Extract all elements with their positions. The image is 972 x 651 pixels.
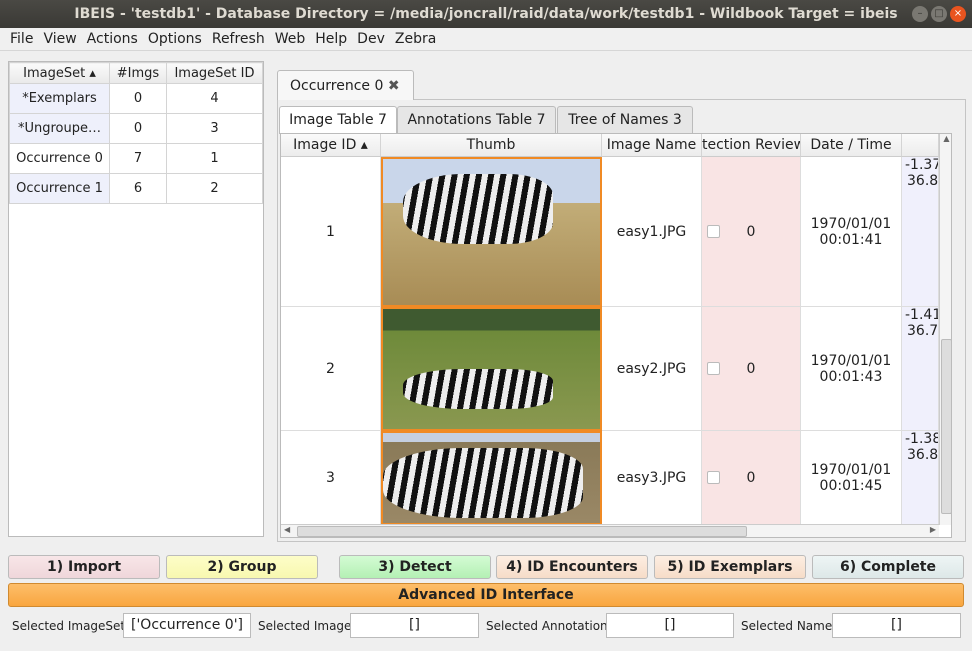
image-id-cell[interactable]: 3 — [281, 431, 381, 525]
image-name-cell[interactable]: easy2.JPG — [602, 307, 702, 431]
id-exemplars-button[interactable]: 5) ID Exemplars — [654, 555, 806, 579]
zebra-icon — [383, 448, 583, 518]
selected-image-field[interactable]: [] — [350, 613, 479, 638]
thumbnail-image[interactable] — [381, 431, 602, 525]
window-title: IBEIS - 'testdb1' - Database Directory =… — [74, 6, 898, 22]
selected-annotation-label: Selected Annotation: — [486, 619, 612, 633]
col-thumb[interactable]: Thumb — [381, 134, 602, 157]
selected-annotation-field[interactable]: [] — [606, 613, 734, 638]
col-image-id[interactable]: Image ID ▴ — [281, 134, 381, 157]
complete-button[interactable]: 6) Complete — [812, 555, 964, 579]
imageset-row[interactable]: *Exemplars 0 4 — [9, 83, 263, 114]
menu-options[interactable]: Options — [147, 31, 202, 47]
menu-web[interactable]: Web — [274, 31, 306, 47]
date-time-cell[interactable]: 1970/01/01 00:01:45 — [801, 431, 902, 525]
detection-review-cell[interactable]: 0 — [702, 157, 801, 307]
detect-button[interactable]: 3) Detect — [339, 555, 491, 579]
col-detection-review[interactable]: tection Review — [702, 134, 801, 157]
scrollbar-thumb[interactable] — [297, 526, 747, 537]
menu-view[interactable]: View — [43, 31, 77, 47]
date-time-cell[interactable]: 1970/01/01 00:01:43 — [801, 307, 902, 431]
col-imgs[interactable]: #Imgs — [109, 62, 167, 84]
menu-bar: File View Actions Options Refresh Web Help Dev Z… — [0, 28, 972, 51]
col-imageset[interactable]: ImageSet ▴ — [9, 62, 110, 84]
reviewed-checkbox[interactable] — [707, 362, 720, 375]
advanced-id-interface-button[interactable]: Advanced ID Interface — [8, 583, 964, 607]
tab-tree-of-names[interactable]: Tree of Names 3 — [557, 106, 693, 133]
image-table: Image ID ▴ Thumb Image Name tection Revi… — [280, 133, 952, 538]
vertical-scrollbar[interactable]: ▲ — [939, 134, 951, 525]
tab-image-table[interactable]: Image Table 7 — [279, 106, 397, 134]
date-time-cell[interactable]: 1970/01/01 00:01:41 — [801, 157, 902, 307]
scrollbar-thumb[interactable] — [941, 339, 951, 514]
image-id-cell[interactable]: 1 — [281, 157, 381, 307]
menu-dev[interactable]: Dev — [357, 31, 385, 47]
title-bar: IBEIS - 'testdb1' - Database Directory =… — [0, 0, 972, 28]
image-name-cell[interactable]: easy3.JPG — [602, 431, 702, 525]
import-button[interactable]: 1) Import — [8, 555, 160, 579]
col-gps[interactable] — [902, 134, 939, 157]
selected-imageset-field[interactable]: ['Occurrence 0'] — [123, 613, 251, 638]
detection-review-cell[interactable]: 0 — [702, 307, 801, 431]
tab-occurrence[interactable]: Occurrence 0 ✖ — [277, 70, 414, 100]
gps-cell[interactable]: -1.38 36.8 — [902, 431, 939, 525]
menu-refresh[interactable]: Refresh — [211, 31, 265, 47]
horizontal-scrollbar[interactable]: ◀ ▶ — [281, 524, 939, 537]
maximize-icon[interactable]: □ — [931, 6, 947, 22]
col-date-time[interactable]: Date / Time — [801, 134, 902, 157]
thumbnail-image[interactable] — [381, 307, 602, 431]
image-name-cell[interactable]: easy1.JPG — [602, 157, 702, 307]
imageset-table: ImageSet ▴ #Imgs ImageSet ID *Exemplars 0 4 … — [8, 61, 264, 537]
menu-help[interactable]: Help — [315, 31, 348, 47]
detection-review-cell[interactable]: 0 — [702, 431, 801, 525]
gps-cell[interactable]: -1.41 36.7 — [902, 307, 939, 431]
reviewed-checkbox[interactable] — [707, 225, 720, 238]
thumbnail-image[interactable] — [381, 157, 602, 307]
zebra-icon — [403, 174, 553, 244]
id-encounters-button[interactable]: 4) ID Encounters — [496, 555, 648, 579]
gps-cell[interactable]: -1.37 36.8 — [902, 157, 939, 307]
image-id-cell[interactable]: 2 — [281, 307, 381, 431]
menu-actions[interactable]: Actions — [86, 31, 138, 47]
reviewed-checkbox[interactable] — [707, 471, 720, 484]
group-button[interactable]: 2) Group — [166, 555, 318, 579]
menu-zebra[interactable]: Zebra — [394, 31, 437, 47]
close-tab-icon[interactable]: ✖ — [387, 78, 400, 94]
imageset-row[interactable]: *Ungroupe… 0 3 — [9, 113, 263, 144]
zebra-icon — [403, 369, 553, 409]
menu-file[interactable]: File — [10, 31, 34, 47]
col-image-name[interactable]: Image Name — [602, 134, 702, 157]
col-imageset-id[interactable]: ImageSet ID — [166, 62, 263, 84]
selected-imageset-label: Selected ImageSet: — [12, 619, 130, 633]
selected-name-field[interactable]: [] — [832, 613, 961, 638]
selected-name-label: Selected Name: — [741, 619, 837, 633]
close-icon[interactable]: × — [950, 6, 966, 22]
tab-annotations-table[interactable]: Annotations Table 7 — [397, 106, 556, 133]
selected-image-label: Selected Image: — [258, 619, 356, 633]
minimize-icon[interactable]: – — [912, 6, 928, 22]
